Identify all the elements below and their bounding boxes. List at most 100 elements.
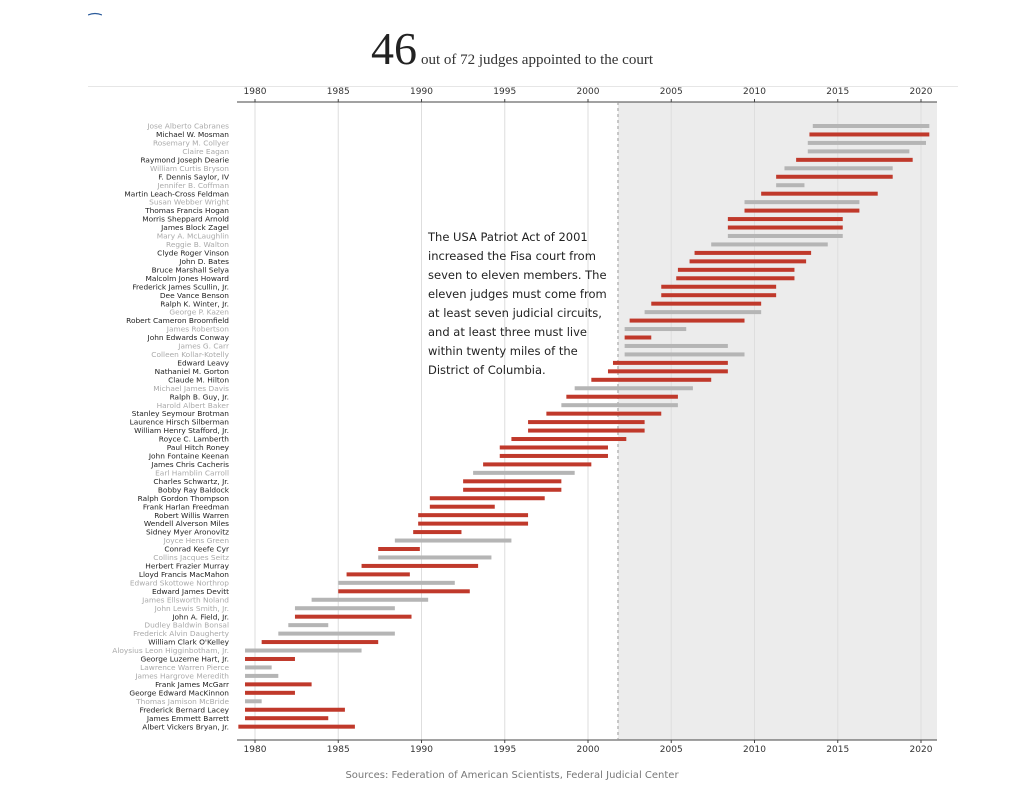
tenure-bar-highlighted xyxy=(661,284,777,289)
tenure-bar-highlighted xyxy=(651,301,762,306)
judge-name-label: Lawrence Warren Pierce xyxy=(140,663,229,672)
judge-name-label: Albert Vickers Bryan, Jr. xyxy=(142,722,229,731)
tenure-bar-highlighted xyxy=(612,360,728,365)
tenure-bar-highlighted xyxy=(677,267,795,272)
tenure-bar-highlighted xyxy=(694,250,812,255)
judge-name-label: Edward Leavy xyxy=(177,358,229,367)
x-tick-label-bottom: 1990 xyxy=(410,745,433,755)
tenure-bar-highlighted xyxy=(418,513,529,518)
tenure-bar-highlighted xyxy=(528,428,645,433)
judge-name-label: Harold Albert Baker xyxy=(157,401,230,410)
x-tick-label-top: 2010 xyxy=(743,87,766,97)
tenure-bar-highlighted xyxy=(796,157,913,162)
judge-name-label: William Curtis Bryson xyxy=(150,164,229,173)
judge-name-label: Paul Hitch Roney xyxy=(167,443,230,452)
judge-name-label: Conrad Keefe Cyr xyxy=(164,545,230,554)
tenure-bar-highlighted xyxy=(361,563,479,568)
judge-name-label: Frederick James Scullin, Jr. xyxy=(132,282,229,291)
tenure-bar-highlighted xyxy=(463,487,562,492)
tenure-bar xyxy=(784,166,893,171)
judge-name-label: John Fontaine Keenan xyxy=(148,452,229,461)
tenure-bar xyxy=(338,580,455,585)
logo-mark xyxy=(88,12,102,16)
tenure-bar-highlighted xyxy=(776,174,893,179)
tenure-bar-highlighted xyxy=(338,589,470,594)
tenure-bar-highlighted xyxy=(238,724,355,729)
judge-name-label: James Ellsworth Noland xyxy=(141,595,229,604)
tenure-bar-highlighted xyxy=(607,369,728,374)
x-tick-label-top: 1990 xyxy=(410,87,433,97)
tenure-bar xyxy=(624,352,745,357)
tenure-bar xyxy=(624,343,728,348)
tenure-bars xyxy=(238,124,930,729)
judge-name-label: Reggie B. Walton xyxy=(166,240,229,249)
judge-name-label: Dudley Baldwin Bonsal xyxy=(144,621,229,630)
tenure-bar xyxy=(278,631,395,636)
tenure-bar-highlighted xyxy=(294,614,412,619)
judge-name-label: James Hargrove Meredith xyxy=(134,672,229,681)
x-tick-label-bottom: 2005 xyxy=(660,745,683,755)
judge-name-label: John A. Field, Jr. xyxy=(171,612,229,621)
judge-name-label: Malcolm Jones Howard xyxy=(145,274,229,283)
judge-name-label: John Edwards Conway xyxy=(147,333,230,342)
tenure-bar xyxy=(245,665,272,670)
judge-name-label: Lloyd Francis MacMahon xyxy=(139,570,229,579)
tenure-bar xyxy=(644,310,762,315)
judge-name-label: William Henry Stafford, Jr. xyxy=(134,426,229,435)
judge-name-label: James G. Carr xyxy=(177,342,230,351)
judge-name-label: Claire Eagan xyxy=(182,147,229,156)
tenure-bar xyxy=(561,403,678,408)
x-tick-label-bottom: 2000 xyxy=(577,745,600,755)
x-tick-label-top: 2000 xyxy=(577,87,600,97)
judge-name-label: Bobby Ray Baldock xyxy=(158,485,230,494)
tenure-bar-highlighted xyxy=(591,377,712,382)
tenure-bar xyxy=(288,623,329,628)
judge-name-label: Sidney Myer Aronovitz xyxy=(146,528,229,537)
x-tick-label-bottom: 1980 xyxy=(244,745,267,755)
tenure-bar-highlighted xyxy=(429,504,495,509)
tenure-bar-highlighted xyxy=(245,690,295,695)
tenure-bar xyxy=(807,140,926,145)
tenure-bar xyxy=(807,149,910,154)
judge-name-label: Raymond Joseph Dearie xyxy=(140,155,229,164)
judge-name-label: Ralph Gordon Thompson xyxy=(138,494,230,503)
judge-name-label: F. Dennis Saylor, IV xyxy=(158,172,229,181)
judge-name-label: Frank James McGarr xyxy=(155,680,230,689)
tenure-bar-highlighted xyxy=(463,479,562,484)
x-tick-label-bottom: 1995 xyxy=(493,745,516,755)
post-patriot-act-shade xyxy=(617,102,937,740)
tenure-bar-highlighted xyxy=(499,445,608,450)
tenure-bar-highlighted xyxy=(528,420,645,425)
tenure-bar-highlighted xyxy=(245,682,312,687)
x-tick-label-top: 2015 xyxy=(826,87,849,97)
judge-name-label: Robert Willis Warren xyxy=(154,511,229,520)
judge-name-label: Joyce Hens Green xyxy=(163,536,230,545)
tenure-bar-highlighted xyxy=(245,656,295,661)
tenure-bar xyxy=(394,538,512,543)
tenure-bar xyxy=(744,200,860,205)
tenure-bar-highlighted xyxy=(689,259,807,264)
judge-name-label: Morris Sheppard Arnold xyxy=(142,215,229,224)
tenure-bar-highlighted xyxy=(346,572,410,577)
judge-name-label: Frank Harlan Freedman xyxy=(143,502,229,511)
source-note: Sources: Federation of American Scientis… xyxy=(345,770,679,781)
top-axis-ticks: 1980 1985 1990 1995 2000 2005 2010 2015 2020 xyxy=(244,87,933,102)
tenure-bar-highlighted xyxy=(546,411,662,416)
judge-name-label: George Edward MacKinnon xyxy=(129,688,229,697)
gridlines xyxy=(254,102,922,740)
judge-name-label: Earl Hamblin Carroll xyxy=(155,468,229,477)
tenure-bar xyxy=(812,124,930,128)
judge-name-label: Martin Leach-Cross Feldman xyxy=(124,189,229,198)
judge-name-label: Thomas Jamison McBride xyxy=(135,697,229,706)
tenure-bar xyxy=(311,597,429,602)
judge-name-label: Herbert Frazier Murray xyxy=(145,562,229,571)
tenure-bar xyxy=(378,555,492,560)
tenure-bar-highlighted xyxy=(744,208,860,213)
judge-name-label: Bruce Marshall Selya xyxy=(152,265,229,274)
tenure-bar-highlighted xyxy=(429,496,545,501)
patriot-act-annotation: The USA Patriot Act of 2001 increased th… xyxy=(428,230,607,377)
judge-name-label: Frederick Alvin Daugherty xyxy=(133,629,229,638)
judge-name-label: Susan Webber Wright xyxy=(149,198,229,207)
x-tick-label-bottom: 2020 xyxy=(910,745,933,755)
